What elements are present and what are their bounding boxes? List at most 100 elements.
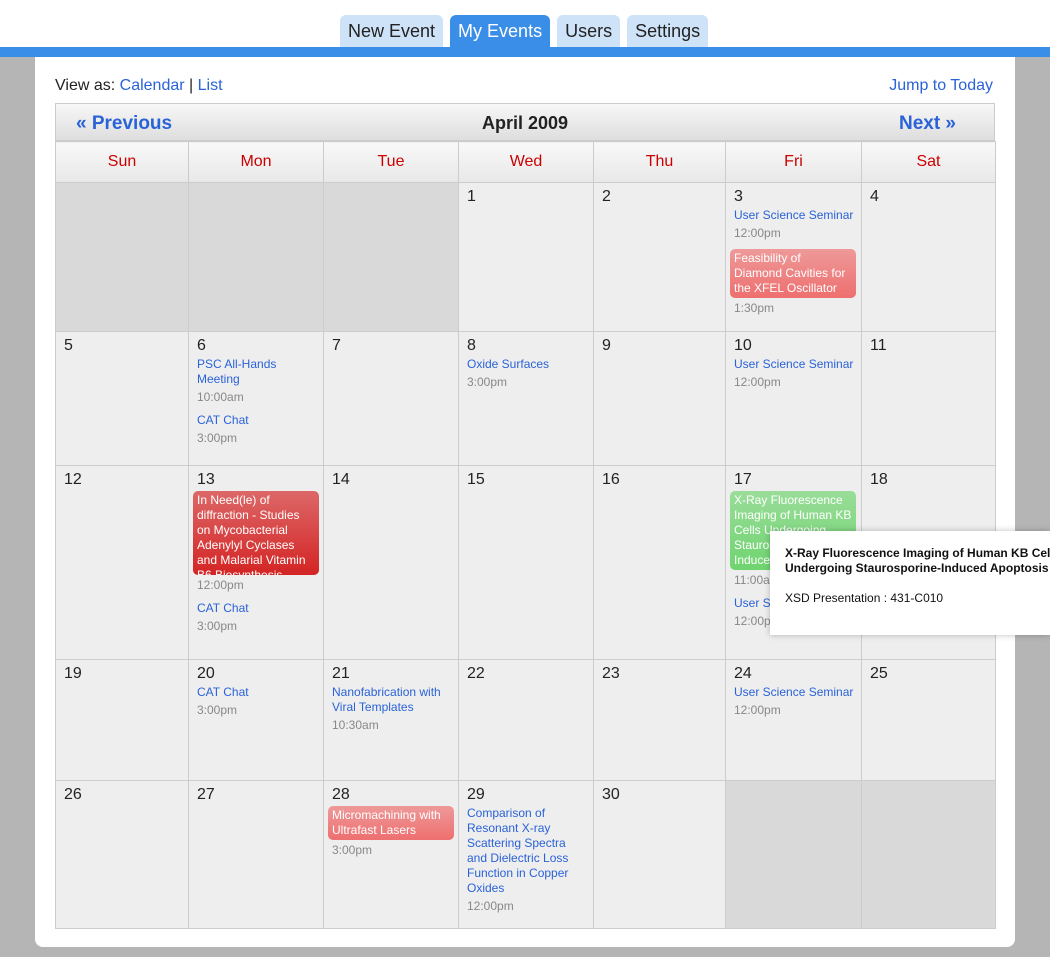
event[interactable]: CAT Chat 3:00pm: [197, 685, 319, 718]
event-title[interactable]: Micromachining with Ultrafast Lasers: [328, 806, 454, 840]
event[interactable]: Oxide Surfaces 3:00pm: [467, 357, 589, 390]
day-number: 29: [467, 786, 485, 803]
event[interactable]: User Science Seminar 12:00pm: [734, 208, 857, 241]
separator: |: [189, 77, 194, 94]
day-number: 6: [197, 337, 206, 354]
event-title[interactable]: Comparison of Resonant X-ray Scattering …: [467, 806, 569, 895]
day-number: 11: [870, 337, 887, 354]
week: 26 27 28 Micromachining with Ultrafast Lase…: [55, 780, 996, 929]
header: New Event My Events Users Settings: [0, 0, 1050, 47]
event-title[interactable]: PSC All-Hands Meeting: [197, 357, 277, 386]
event[interactable]: Nanofabrication with Viral Templates 10:3…: [332, 685, 454, 733]
day-cell: 26: [55, 780, 189, 929]
tooltip-title: X-Ray Fluorescence Imaging of Human KB C…: [785, 546, 1050, 575]
day-cell: 11: [861, 331, 996, 466]
event-title[interactable]: CAT Chat: [197, 601, 249, 615]
day-number: 17: [734, 471, 752, 488]
day-number: 13: [197, 471, 215, 488]
event-time: 11:00am: [734, 573, 780, 587]
month-nav: « Previous April 2009 Next »: [55, 103, 995, 141]
calendar: « Previous April 2009 Next » Sun Mon Tue We…: [55, 103, 996, 929]
event-title[interactable]: X-Ray Fluorescence Imaging of Human KB C…: [730, 491, 856, 570]
day-name: Mon: [188, 141, 324, 183]
calendar-link[interactable]: Calendar: [119, 77, 185, 94]
day-number: 30: [602, 786, 620, 803]
day-number: 4: [870, 188, 879, 205]
day-cell: 10 User Science Seminar 12:00pm: [725, 331, 862, 466]
day-cell: 14: [323, 465, 459, 660]
week: 1 2 3 User Science Seminar 12:00pm Feasibilit…: [55, 182, 996, 332]
day-name: Sun: [55, 141, 189, 183]
day-cell: [725, 780, 862, 929]
event-time: 10:00am: [197, 390, 244, 404]
day-cell: 1: [458, 182, 594, 332]
list-link[interactable]: List: [197, 77, 223, 94]
event-title[interactable]: CAT Chat: [197, 685, 249, 699]
day-cell: 29 Comparison of Resonant X-ray Scatterin…: [458, 780, 594, 929]
view-as: View as: Calendar | List: [55, 77, 223, 95]
view-as-label: View as:: [55, 77, 116, 94]
event-time: 3:00pm: [467, 375, 508, 389]
day-number: 22: [467, 665, 485, 682]
event-title[interactable]: CAT Chat: [197, 413, 249, 427]
day-cell: 2: [593, 182, 726, 332]
event[interactable]: In Need(le) of diffraction - Studies on …: [193, 491, 319, 593]
event-time: 1:30pm: [734, 301, 775, 315]
day-number: 18: [870, 471, 888, 488]
day-number: 3: [734, 188, 743, 205]
day-number: 1: [467, 188, 476, 205]
day-cell: 24 User Science Seminar 12:00pm: [725, 659, 862, 781]
event[interactable]: Comparison of Resonant X-ray Scattering …: [467, 806, 589, 914]
day-number: 24: [734, 665, 752, 682]
day-cell: [861, 780, 996, 929]
event-title[interactable]: User Science Seminar: [734, 208, 854, 222]
tab[interactable]: Settings: [627, 15, 709, 47]
event-title[interactable]: User Science Seminar: [734, 357, 854, 371]
previous[interactable]: « Previous: [76, 113, 173, 134]
day-cell: 12: [55, 465, 189, 660]
day-number: 5: [64, 337, 73, 354]
day-name: Sat: [861, 141, 996, 183]
jump-to-today[interactable]: Jump to Today: [889, 77, 993, 94]
day-number: 27: [197, 786, 215, 803]
tab[interactable]: New Event: [340, 15, 444, 47]
day-cell: 16: [593, 465, 726, 660]
event-title[interactable]: Nanofabrication with Viral Templates: [332, 685, 441, 714]
event[interactable]: User Science Seminar 12:00pm: [734, 685, 857, 718]
event-time: 12:00pm: [734, 703, 781, 717]
day-number: 12: [64, 471, 82, 488]
day-number: 10: [734, 337, 752, 354]
day-cell: [55, 182, 189, 332]
day-name: Fri: [725, 141, 862, 183]
event[interactable]: Feasibility of Diamond Cavities for the …: [730, 249, 857, 316]
day-cell: 6 PSC All-Hands Meeting 10:00am CAT Chat 3:0…: [188, 331, 324, 466]
day-cell: 30: [593, 780, 726, 929]
day-cell: 25: [861, 659, 996, 781]
event[interactable]: X-Ray Fluorescence Imaging of Human KB C…: [730, 491, 857, 588]
day-number: 9: [602, 337, 611, 354]
day-cell: 23: [593, 659, 726, 781]
event-time: 10:30am: [332, 718, 379, 732]
tab[interactable]: Users: [557, 15, 621, 47]
day-cell: 20 CAT Chat 3:00pm: [188, 659, 324, 781]
event[interactable]: PSC All-Hands Meeting 10:00am: [197, 357, 319, 405]
event-time: 12:00pm: [197, 578, 244, 592]
event-time: 3:00pm: [332, 843, 373, 857]
day-number: 15: [467, 471, 485, 488]
event[interactable]: Micromachining with Ultrafast Lasers 3:00…: [328, 806, 454, 858]
event-time: 12:00pm: [734, 226, 781, 240]
event-time: 3:00pm: [197, 619, 238, 633]
day-cell: 5: [55, 331, 189, 466]
tabs: New Event My Events Users Settings: [340, 15, 709, 47]
event-title[interactable]: In Need(le) of diffraction - Studies on …: [193, 491, 319, 575]
day-number: 21: [332, 665, 350, 682]
event-title[interactable]: Oxide Surfaces: [467, 357, 550, 371]
next[interactable]: Next »: [898, 113, 956, 134]
event[interactable]: User Science Seminar 12:00pm: [734, 357, 857, 390]
event-title[interactable]: User Science Seminar: [734, 685, 854, 699]
event-title[interactable]: Feasibility of Diamond Cavities for the …: [730, 249, 856, 298]
event[interactable]: CAT Chat 3:00pm: [197, 413, 319, 446]
event[interactable]: CAT Chat 3:00pm: [197, 601, 319, 634]
day-number: 8: [467, 337, 476, 354]
tab[interactable]: My Events: [450, 15, 551, 47]
